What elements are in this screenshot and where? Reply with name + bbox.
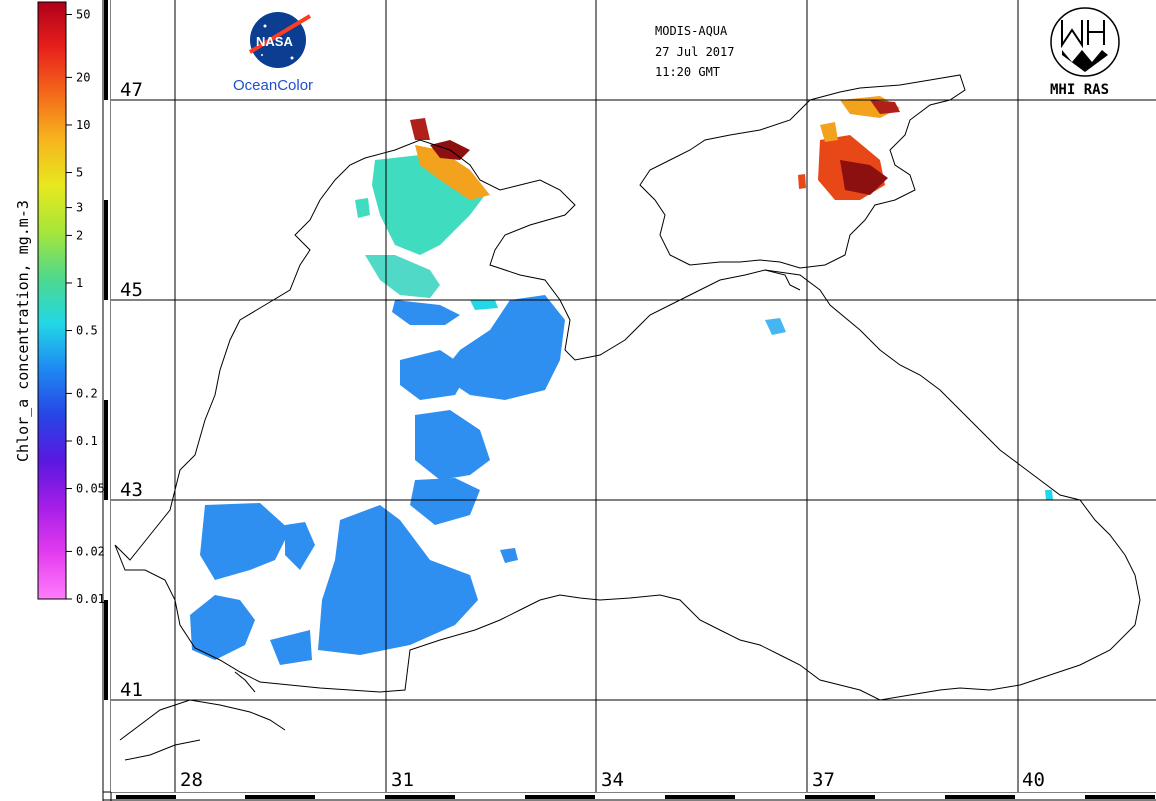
colorbar-tick-label: 5	[76, 166, 83, 180]
chl-patch-center	[415, 410, 490, 480]
chl-patch-east-coast	[1045, 490, 1053, 500]
coastline-layer	[114, 74, 1141, 761]
colorbar-tick-label: 2	[76, 228, 83, 242]
colorbar-tick-label: 0.02	[76, 544, 105, 558]
left-scale-strip	[102, 0, 112, 801]
colorbar-tick-label: 3	[76, 201, 83, 215]
latitude-labels: 47 45 43 41	[120, 79, 143, 701]
colorbar-tick-label: 1	[76, 276, 83, 290]
chlorophyll-layer	[190, 96, 1053, 665]
chl-patch-center-2	[400, 350, 470, 400]
coastline-black-sea	[114, 139, 1141, 701]
chl-patch-southwest-coast	[190, 595, 255, 660]
sensor-label: MODIS-AQUA	[655, 24, 728, 38]
colorbar-ticks: 50 20 10 5 3 2 1 0.5 0.2 0.1 0.05 0.02 0.01	[66, 8, 105, 606]
time-label: 11:20 GMT	[655, 65, 720, 79]
lon-label-28: 28	[180, 769, 203, 791]
chl-patch-azov-north-red	[870, 100, 900, 114]
chl-patch-azov-dark	[840, 160, 888, 195]
chl-patch-dnieper-red-2	[410, 118, 430, 140]
coastline-istanbul	[234, 671, 256, 693]
lat-label-45: 45	[120, 279, 143, 301]
chl-patch-center-3	[410, 478, 480, 525]
chl-patch-crimea-west	[392, 300, 460, 325]
coastline-bosporus	[119, 699, 286, 741]
chl-patch-dnieper	[415, 145, 490, 200]
chl-patch-sw-dots	[270, 630, 312, 665]
chl-patch-kerch	[765, 318, 786, 335]
date-label: 27 Jul 2017	[655, 45, 734, 59]
lon-label-37: 37	[812, 769, 835, 791]
oceancolor-text: OceanColor	[233, 77, 313, 94]
chl-patch-nw-small	[355, 198, 370, 218]
chl-patch-center-north	[440, 295, 565, 400]
lat-label-47: 47	[120, 79, 143, 101]
coastline-marmara	[124, 739, 201, 761]
colorbar-tick-label: 0.1	[76, 434, 98, 448]
lon-label-31: 31	[391, 769, 414, 791]
lat-label-41: 41	[120, 679, 143, 701]
chl-patch-west-large	[318, 505, 478, 655]
mhi-ras-logo: MHI RAS	[1050, 7, 1120, 98]
coastline-crimea-tip	[764, 269, 801, 291]
nasa-swoosh-icon	[248, 14, 312, 54]
coastline-azov	[639, 74, 966, 269]
mhi-text: MHI RAS	[1050, 82, 1109, 98]
nasa-logo: NASA OceanColor	[233, 12, 313, 94]
chl-patch-danube-plume	[365, 255, 440, 298]
header-info: MODIS-AQUA 27 Jul 2017 11:20 GMT	[655, 24, 734, 79]
chl-patch-east-small	[500, 548, 518, 563]
colorbar-tick-label: 0.2	[76, 386, 98, 400]
chl-patch-west-mid	[285, 522, 315, 570]
graticule	[111, 0, 1156, 792]
map-frame	[111, 0, 1156, 792]
colorbar-title: Chlor_a concentration, mg.m-3	[14, 200, 32, 462]
chl-patch-azov-west-dot	[798, 174, 806, 189]
colorbar-tick-label: 20	[76, 70, 90, 84]
bottom-scale-strip	[103, 791, 1156, 801]
colorbar-tick-label: 10	[76, 118, 90, 132]
colorbar-tick-label: 0.5	[76, 324, 98, 338]
lon-label-40: 40	[1022, 769, 1045, 791]
lat-label-43: 43	[120, 479, 143, 501]
colorbar-ramp	[37, 1, 67, 600]
nasa-text: NASA	[256, 34, 293, 49]
longitude-labels: 28 31 34 37 40	[180, 769, 1045, 791]
chl-patch-azov-orange-edge	[820, 122, 838, 142]
colorbar-tick-label: 0.05	[76, 482, 105, 496]
colorbar-tick-label: 50	[76, 8, 90, 22]
colorbar: 50 20 10 5 3 2 1 0.5 0.2 0.1 0.05 0.02 0.01 Chlor_a …	[14, 1, 105, 606]
lon-label-34: 34	[601, 769, 624, 791]
chl-patch-crimea-nw	[470, 300, 498, 310]
chl-patch-southwest	[200, 503, 290, 580]
colorbar-tick-label: 0.01	[76, 592, 105, 606]
